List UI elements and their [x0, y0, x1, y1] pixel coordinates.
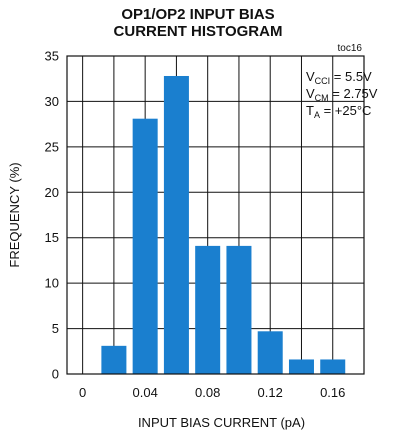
condition-line: VCM = 2.75V: [306, 86, 378, 103]
x-tick-label: 0.04: [133, 385, 158, 400]
y-tick-label: 30: [45, 94, 59, 109]
histogram-bar: [163, 75, 189, 374]
y-tick-labels: 0 5 10 15 20 25 30 35: [45, 49, 59, 382]
x-tick-label: 0.08: [195, 385, 220, 400]
y-tick-label: 25: [45, 139, 59, 154]
histogram-bar: [320, 359, 346, 374]
chart-title: OP1/OP2 INPUT BIAS CURRENT HISTOGRAM: [0, 6, 396, 40]
corner-label: toc16: [338, 43, 363, 54]
histogram-bar: [257, 331, 283, 374]
condition-line: VCCI = 5.5V: [306, 69, 372, 86]
histogram-bar: [226, 245, 252, 374]
histogram-bar: [195, 245, 221, 374]
x-tick-label: 0.16: [320, 385, 345, 400]
y-tick-label: 35: [45, 49, 59, 64]
x-tick-labels: 0 0.04 0.08 0.12 0.16: [79, 385, 345, 400]
condition-line: TA = +25°C: [306, 103, 371, 120]
histogram-bar: [132, 118, 158, 374]
y-tick-label: 10: [45, 276, 59, 291]
y-axis-label: FREQUENCY (%): [7, 162, 22, 267]
x-tick-label: 0.12: [258, 385, 283, 400]
x-axis-label: INPUT BIAS CURRENT (pA): [138, 415, 305, 430]
histogram-bar: [101, 345, 127, 374]
plot-frame: [66, 55, 365, 375]
y-tick-label: 5: [52, 321, 59, 336]
bars-group: [101, 75, 346, 374]
chart-title-line-1: OP1/OP2 INPUT BIAS: [121, 6, 275, 23]
y-tick-label: 0: [52, 367, 59, 382]
x-tick-label: 0: [79, 385, 86, 400]
chart-title-line-2: CURRENT HISTOGRAM: [113, 23, 283, 40]
y-tick-label: 15: [45, 230, 59, 245]
y-tick-label: 20: [45, 185, 59, 200]
histogram-bar: [288, 359, 314, 374]
